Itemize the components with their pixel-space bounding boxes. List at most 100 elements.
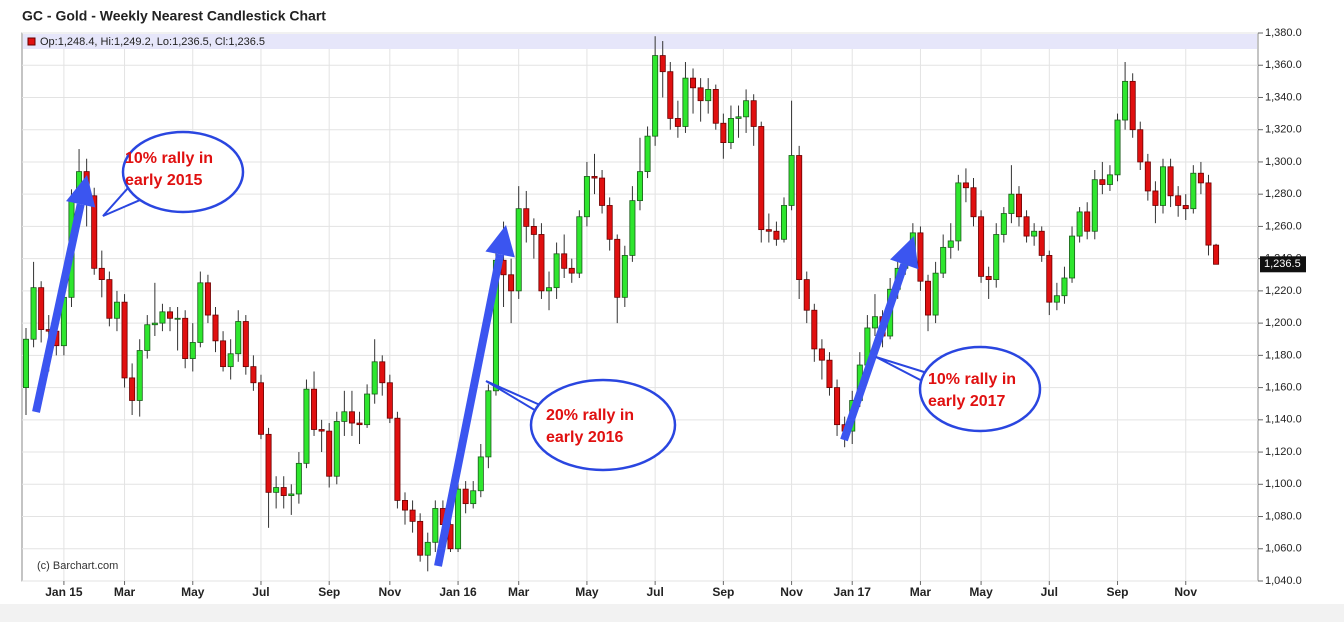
candle-body — [811, 309, 818, 350]
y-tick-label: 1,120.0 — [1265, 446, 1302, 458]
candle-body — [129, 377, 136, 401]
candle-body — [121, 301, 128, 379]
x-tick-label: Nov — [780, 585, 803, 599]
x-tick-label: Jan 15 — [45, 585, 83, 599]
candle-body — [1122, 80, 1129, 121]
x-tick-label: Nov — [379, 585, 402, 599]
candle-body — [1038, 230, 1045, 256]
candle-body — [1205, 182, 1212, 246]
candle-body — [1091, 179, 1098, 232]
candle-body — [204, 282, 211, 316]
legend-text: Op:1,248.4, Hi:1,249.2, Lo:1,236.5, Cl:1… — [40, 36, 265, 48]
legend-band — [23, 34, 1257, 49]
y-tick-label: 1,080.0 — [1265, 510, 1302, 522]
x-tick-label: Mar — [114, 585, 136, 599]
candle-body — [591, 176, 598, 179]
candle-body — [925, 280, 932, 316]
candle-body — [417, 520, 424, 556]
y-tick-label: 1,360.0 — [1265, 59, 1302, 71]
x-tick-label: Sep — [318, 585, 340, 599]
candle-body — [273, 487, 280, 493]
y-tick-label: 1,300.0 — [1265, 156, 1302, 168]
candle-body — [212, 314, 219, 342]
candle-body — [227, 353, 234, 368]
candle-body — [1167, 166, 1174, 197]
candle-body — [379, 361, 386, 384]
y-tick-label: 1,280.0 — [1265, 188, 1302, 200]
candle-body — [1137, 129, 1144, 163]
candle-body — [697, 87, 704, 102]
candle-body — [1144, 161, 1151, 192]
candle-body — [1114, 119, 1121, 176]
footer-band — [0, 604, 1344, 622]
candle-body — [182, 317, 189, 359]
x-tick-label: May — [969, 585, 993, 599]
candle-body — [985, 275, 992, 280]
candle-body — [871, 316, 878, 329]
candle-body — [614, 238, 621, 298]
candle-body — [462, 488, 469, 505]
candle-body — [303, 388, 310, 464]
x-tick-label: Jul — [1041, 585, 1058, 599]
y-tick-label: 1,060.0 — [1265, 543, 1302, 555]
candle-body — [470, 490, 477, 505]
chart-title: GC - Gold - Weekly Nearest Candlestick C… — [22, 8, 326, 24]
y-tick-label: 1,180.0 — [1265, 349, 1302, 361]
candle-body — [962, 182, 969, 189]
candle-body — [644, 135, 651, 173]
callout-bubble — [121, 130, 245, 214]
candle-body — [1106, 174, 1113, 185]
arrow-shaft — [32, 203, 85, 413]
candle-body — [409, 509, 416, 522]
callout-bubble — [918, 345, 1042, 433]
candle-body — [932, 272, 939, 316]
candle-body — [167, 311, 174, 319]
candle-body — [508, 274, 515, 292]
candle-body — [356, 422, 363, 426]
candle-body — [1053, 295, 1060, 303]
candle-body — [318, 429, 325, 432]
x-tick-label: Mar — [910, 585, 932, 599]
candle-body — [30, 287, 37, 340]
candle-body — [818, 348, 825, 361]
candle-body — [735, 116, 742, 119]
callout-text: early 2015 — [125, 172, 203, 189]
candle-body — [311, 388, 318, 430]
plot-area — [21, 32, 1259, 582]
candle-body — [1182, 205, 1189, 210]
candle-body — [978, 216, 985, 277]
candle-body — [765, 229, 772, 232]
candle-body — [599, 177, 606, 206]
candle-body — [538, 234, 545, 292]
candle-body — [947, 240, 954, 248]
candle-body — [917, 232, 924, 282]
candle-body — [553, 253, 560, 289]
candle-body — [1023, 216, 1030, 237]
candle-body — [803, 279, 810, 311]
candle-body — [401, 500, 408, 511]
candle-body — [515, 208, 522, 292]
candle-body — [659, 55, 666, 73]
candle-body — [940, 246, 947, 274]
candle-body — [1046, 255, 1053, 303]
y-tick-label: 1,220.0 — [1265, 285, 1302, 297]
candle-body — [576, 216, 583, 274]
x-tick-label: Mar — [508, 585, 530, 599]
candle-body — [144, 324, 151, 351]
callout-text: 20% rally in — [546, 407, 634, 424]
candle-body — [788, 155, 795, 206]
candle-body — [629, 200, 636, 256]
arrow-head — [66, 175, 96, 208]
candle-body — [720, 122, 727, 144]
candle-body — [1175, 195, 1182, 206]
candle-body — [341, 411, 348, 422]
candle-body — [432, 508, 439, 543]
candle-body — [1152, 190, 1159, 206]
arrow-head — [890, 236, 919, 270]
x-tick-label: Sep — [712, 585, 734, 599]
candle-body — [295, 462, 302, 495]
candle-body — [1031, 230, 1038, 237]
candle-body — [288, 493, 295, 496]
